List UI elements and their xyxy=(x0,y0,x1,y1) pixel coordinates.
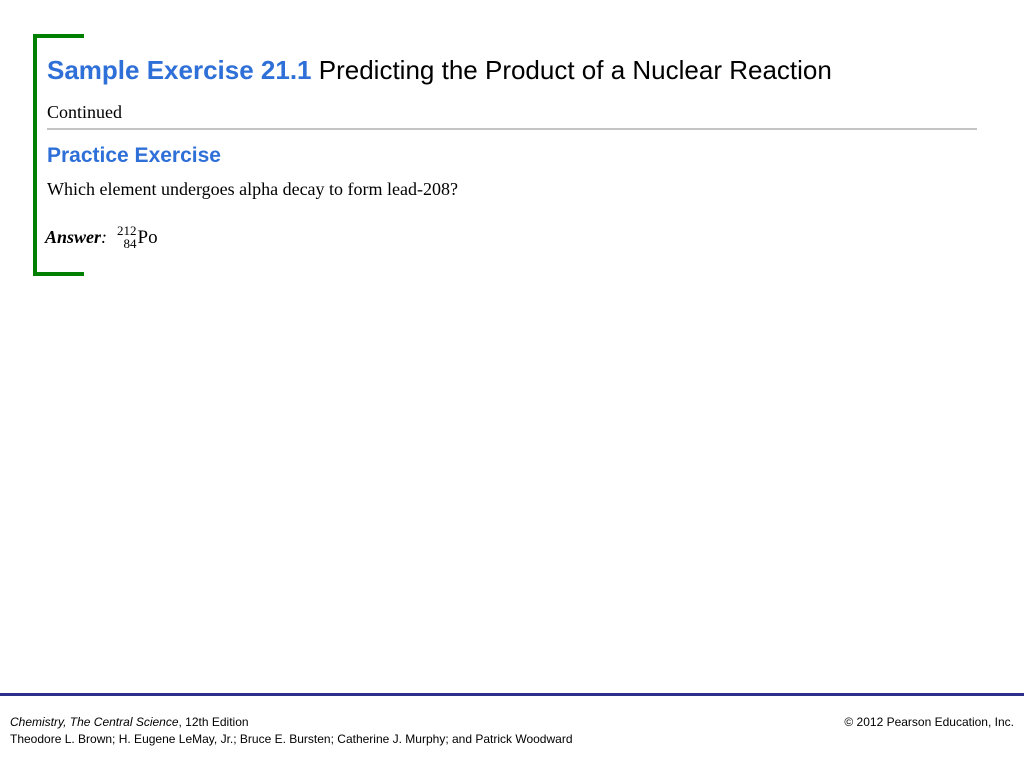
footer-copyright: © 2012 Pearson Education, Inc. xyxy=(844,715,1014,729)
slide-title: Sample Exercise 21.1 Predicting the Prod… xyxy=(47,52,832,88)
footer-rule xyxy=(0,693,1024,696)
answer-row: Answer : 212 84 Po xyxy=(45,221,158,253)
exercise-number: Sample Exercise 21.1 xyxy=(47,55,312,85)
mass-number: 212 xyxy=(117,223,137,238)
header-divider xyxy=(47,128,977,130)
answer-colon: : xyxy=(101,226,108,247)
atomic-number: 84 xyxy=(123,236,137,251)
nuclide-numbers: 212 84 xyxy=(117,224,137,250)
continued-label: Continued xyxy=(47,102,122,122)
answer-nuclide: 212 84 Po xyxy=(117,224,158,250)
footer-citation: Chemistry, The Central Science, 12th Edi… xyxy=(10,714,573,748)
answer-label: Answer xyxy=(45,226,102,247)
book-edition: , 12th Edition xyxy=(178,715,249,729)
book-title: Chemistry, The Central Science xyxy=(10,715,179,729)
footer-book-line: Chemistry, The Central Science, 12th Edi… xyxy=(10,714,573,731)
footer-authors: Theodore L. Brown; H. Eugene LeMay, Jr.;… xyxy=(10,732,573,746)
exercise-title: Predicting the Product of a Nuclear Reac… xyxy=(318,55,832,85)
left-bracket-decoration xyxy=(33,34,84,276)
element-symbol: Po xyxy=(137,227,158,248)
practice-exercise-heading: Practice Exercise xyxy=(47,144,221,167)
question-text: Which element undergoes alpha decay to f… xyxy=(47,179,459,199)
